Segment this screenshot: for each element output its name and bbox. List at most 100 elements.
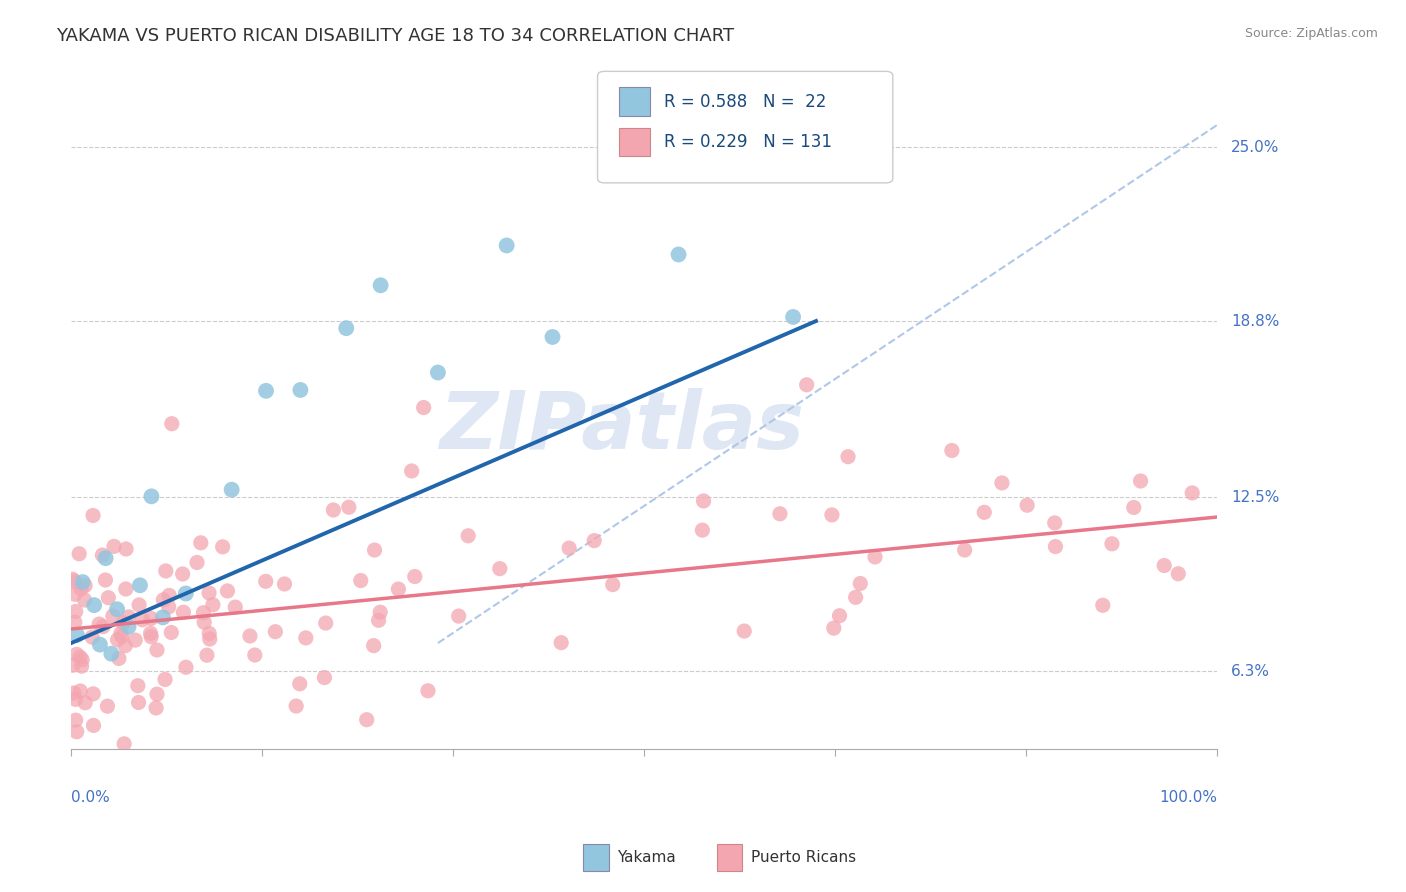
Point — [82, 687, 104, 701]
Point — [174, 586, 197, 600]
Point — [457, 529, 479, 543]
Point — [117, 610, 139, 624]
Point — [174, 660, 197, 674]
Point — [66, 724, 89, 739]
Point — [172, 605, 194, 619]
Point — [115, 541, 138, 556]
Point — [337, 500, 360, 515]
Point — [146, 687, 169, 701]
Point — [89, 617, 111, 632]
Point — [105, 602, 128, 616]
Point — [96, 699, 118, 714]
Point — [845, 591, 868, 605]
Point — [488, 561, 510, 575]
Point — [782, 310, 804, 324]
Point — [363, 639, 385, 653]
Point — [73, 593, 96, 607]
Point — [63, 615, 86, 630]
Point — [1167, 566, 1189, 581]
Point — [152, 592, 174, 607]
Point — [495, 238, 517, 252]
Point — [1122, 500, 1144, 515]
Point — [172, 566, 194, 581]
Point — [368, 605, 391, 619]
Point — [129, 578, 152, 592]
Point — [285, 699, 308, 714]
Point — [103, 540, 125, 554]
Point — [112, 615, 135, 630]
Point — [796, 377, 818, 392]
Point — [75, 578, 97, 592]
Point — [111, 630, 134, 644]
Point — [108, 651, 131, 665]
Text: Source: ZipAtlas.com: Source: ZipAtlas.com — [1244, 27, 1378, 40]
Text: ZIPatlas: ZIPatlas — [439, 388, 804, 466]
Point — [692, 494, 714, 508]
Point — [335, 321, 357, 335]
Point — [264, 624, 287, 639]
Point — [387, 582, 409, 596]
Point — [973, 505, 995, 519]
Point — [217, 584, 239, 599]
Point — [82, 508, 104, 523]
Point — [65, 713, 87, 727]
Point — [953, 543, 976, 558]
Point — [141, 630, 163, 644]
Point — [1153, 558, 1175, 573]
Text: 12.5%: 12.5% — [1230, 490, 1279, 505]
Point — [370, 278, 392, 293]
Point — [404, 569, 426, 583]
Point — [91, 548, 114, 562]
Text: 6.3%: 6.3% — [1230, 664, 1270, 679]
Point — [828, 608, 851, 623]
Point — [1181, 486, 1204, 500]
Point — [160, 625, 183, 640]
Point — [1017, 498, 1039, 512]
Point — [70, 659, 93, 673]
Point — [110, 626, 132, 640]
Point — [416, 683, 439, 698]
Point — [849, 576, 872, 591]
Point — [602, 577, 624, 591]
Point — [733, 624, 755, 638]
Point — [322, 503, 344, 517]
Point — [254, 574, 277, 589]
Point — [127, 679, 149, 693]
Point — [1091, 599, 1114, 613]
Point — [112, 737, 135, 751]
Text: 18.8%: 18.8% — [1230, 313, 1279, 328]
Point — [94, 573, 117, 587]
Point — [198, 632, 221, 646]
Point — [128, 598, 150, 612]
Point — [157, 599, 180, 614]
Point — [583, 533, 606, 548]
Point — [100, 647, 122, 661]
Point — [401, 464, 423, 478]
Point — [89, 638, 111, 652]
Point — [124, 633, 146, 648]
Point — [114, 582, 136, 596]
Point — [821, 508, 844, 522]
Point — [62, 658, 84, 673]
Point — [160, 417, 183, 431]
Point — [66, 628, 89, 642]
Point — [224, 600, 246, 615]
Point — [198, 626, 221, 640]
Point — [62, 686, 84, 700]
Point — [70, 582, 93, 596]
Point — [356, 713, 378, 727]
Point — [288, 677, 311, 691]
Point — [254, 384, 277, 398]
Point — [290, 383, 312, 397]
Point — [550, 635, 572, 649]
Point — [363, 543, 385, 558]
Point — [67, 547, 90, 561]
Point — [146, 643, 169, 657]
Point — [139, 626, 162, 640]
Point — [75, 696, 97, 710]
Text: YAKAMA VS PUERTO RICAN DISABILITY AGE 18 TO 34 CORRELATION CHART: YAKAMA VS PUERTO RICAN DISABILITY AGE 18… — [56, 27, 734, 45]
Point — [315, 616, 337, 631]
Point — [193, 615, 215, 630]
Point — [541, 330, 564, 344]
Point — [195, 648, 218, 663]
